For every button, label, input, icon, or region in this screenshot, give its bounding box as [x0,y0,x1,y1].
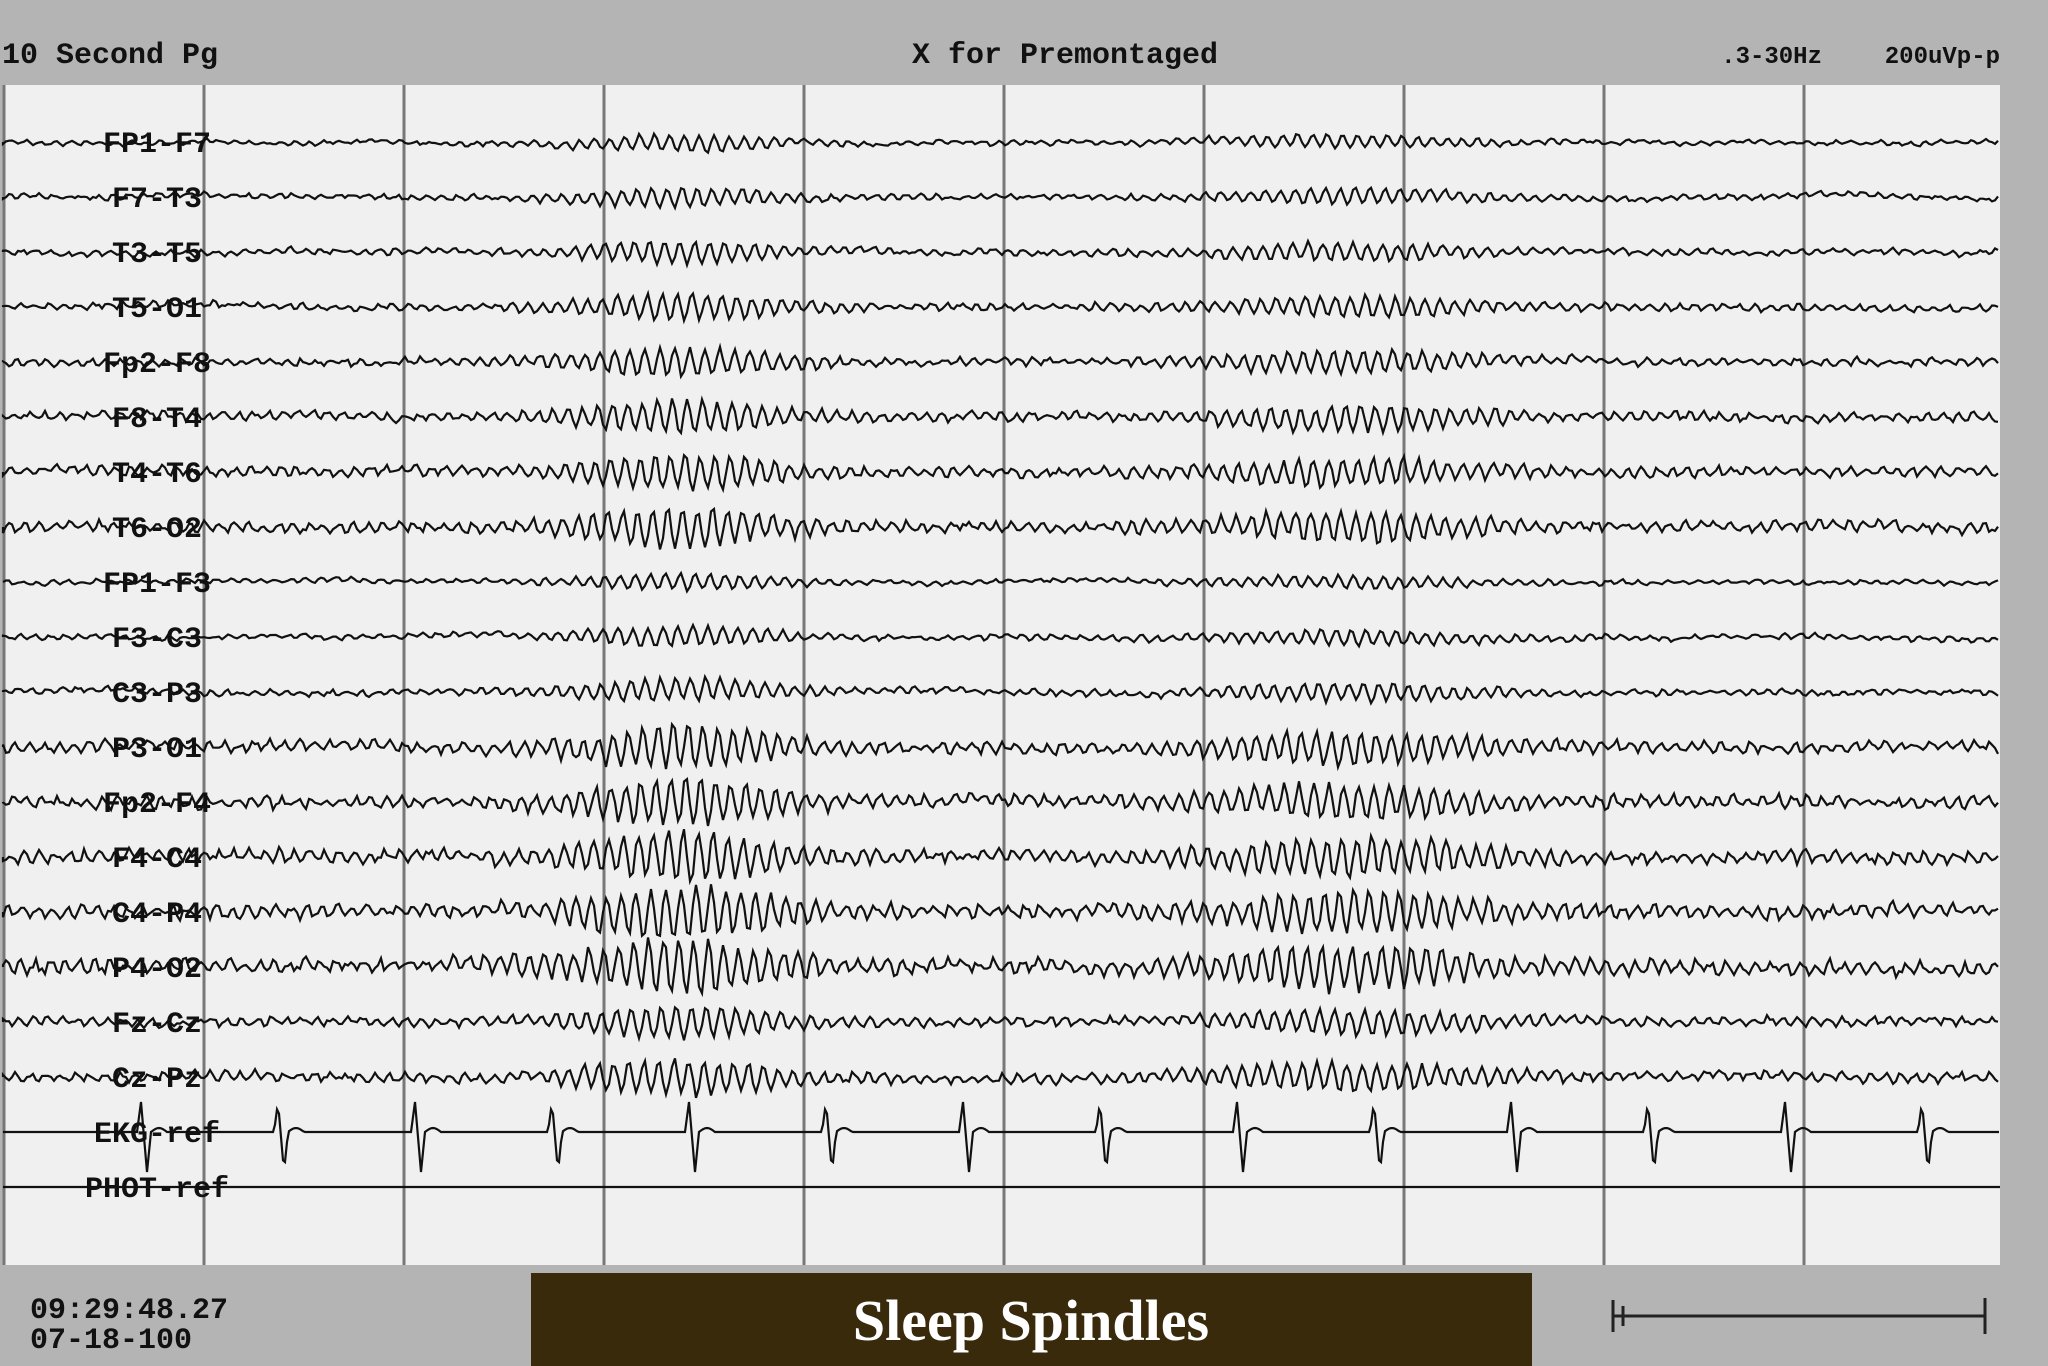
filter-label: .3-30Hz [1721,44,1822,71]
time-label: 09:29:48.27 [30,1294,228,1328]
eeg-trace [1,673,1999,706]
channel-label: FP1-F7 [103,128,211,162]
channel-label: T5-O1 [112,293,202,327]
channel-label: Fp2-F8 [103,348,211,382]
channel-label: EKG-ref [94,1118,220,1152]
channel-label: Fz-Cz [112,1008,202,1042]
channel-label: F4-C4 [112,843,202,877]
eeg-trace [2,570,1999,594]
channel-label: P3-O1 [112,733,202,767]
channel-label: Cz-Pz [112,1063,202,1097]
channel-labels: FP1-F7 F7-T3 T3-T5 T5-O1 Fp2-F8 F8-T4 T4-T6 T6-… [85,128,229,1207]
eeg-trace [1,622,1999,649]
channel-label: T3-T5 [112,238,202,272]
eeg-trace [1,238,1999,269]
eeg-trace [1,776,1999,827]
eeg-trace [1,937,1999,998]
plot-area [3,85,2000,1265]
eeg-trace [1,1004,1999,1043]
date-label: 07-18-100 [30,1324,192,1358]
eeg-trace [1,884,1999,938]
channel-label: F7-T3 [112,183,202,217]
eeg-trace [3,1101,1999,1173]
eeg-trace [1,131,1999,155]
scale-bar [1611,1298,1987,1334]
channel-label: FP1-F3 [103,568,211,602]
channel-label: F8-T4 [112,403,202,437]
traces [1,131,2000,1189]
eeg-trace [1,721,1999,772]
hint-label: X for Premontaged [912,39,1218,73]
channel-label: C3-P3 [112,678,202,712]
channel-label: T4-T6 [112,458,202,492]
time-grid [2,85,1806,1265]
gain-label: 200uVp-p [1885,44,2000,71]
channel-label: C4-P4 [112,898,202,932]
page-label: 10 Second Pg [2,39,218,73]
eeg-trace [1,829,1999,886]
banner [531,1273,1532,1366]
channel-label: F3-C3 [112,623,202,657]
banner-text: Sleep Spindles [853,1288,1209,1353]
channel-label: T6-O2 [112,513,202,547]
channel-label: P4-O2 [112,953,202,987]
eeg-trace [1,452,1999,494]
eeg-trace [1,342,1999,380]
eeg-trace [1,1056,1999,1099]
eeg-trace [1,395,1999,437]
channel-label: PHOT-ref [85,1173,229,1207]
channel-label: Fp2-F4 [103,788,211,822]
eeg-trace [1,289,1999,325]
eeg-trace [1,185,1999,211]
eeg-trace [1,506,1999,550]
